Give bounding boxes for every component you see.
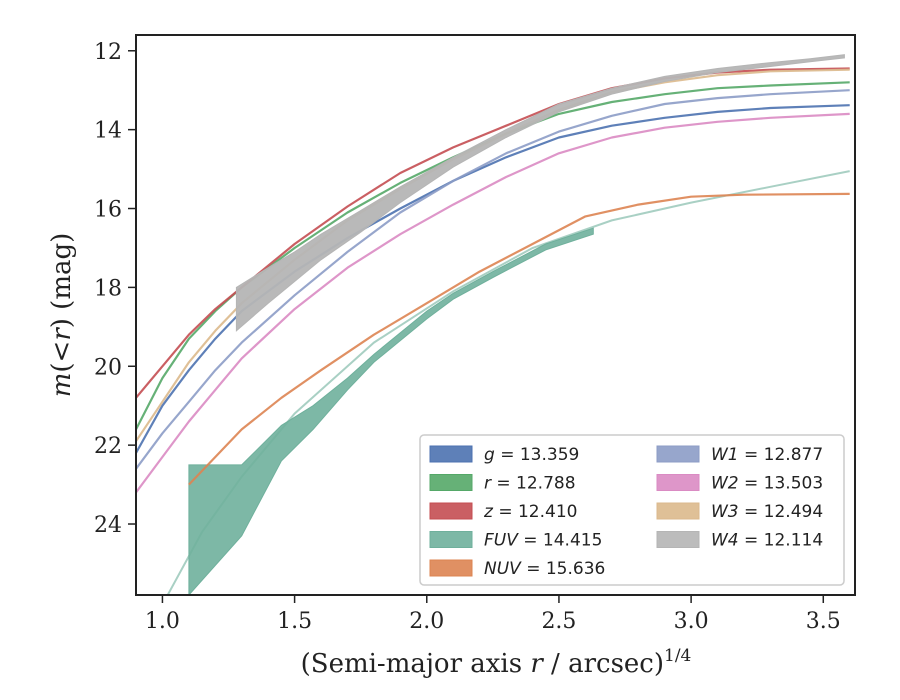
y-tick-label: 14	[94, 119, 122, 144]
legend-label-w1: W1 = 12.877	[711, 445, 823, 465]
x-tick-label: 2.5	[541, 609, 576, 634]
y-tick-label: 16	[94, 198, 122, 223]
series-w2-line	[136, 112, 850, 494]
legend-swatch-w3	[656, 502, 700, 520]
x-tick-label: 1.5	[277, 609, 312, 634]
legend-swatch-w1	[656, 445, 700, 463]
y-axis: 12 14 16 18 20 22 24	[94, 40, 136, 538]
legend-swatch-r	[429, 474, 473, 491]
y-tick-label: 20	[94, 355, 122, 380]
x-tick-label: 3.0	[674, 609, 709, 634]
y-tick-label: 24	[94, 513, 122, 538]
x-axis-title: (Semi-major axis r / arcsec)1/4	[301, 646, 692, 679]
x-tick-label: 2.0	[409, 609, 444, 634]
legend-swatch-z	[429, 502, 473, 520]
legend-swatch-fuv	[429, 531, 473, 548]
legend-label-nuv: NUV = 15.636	[484, 559, 605, 579]
legend: g = 13.359 r = 12.788 z = 12.410 FUV = 14.4…	[419, 434, 845, 586]
legend-label-g: g = 13.359	[484, 445, 579, 465]
series-z-line	[136, 67, 850, 399]
y-axis-title: m(<r) (mag)	[47, 233, 77, 398]
series-w4-band	[235, 54, 845, 332]
legend-label-z: z = 12.410	[483, 502, 577, 522]
legend-swatch-w4	[656, 531, 700, 548]
legend-swatch-g	[429, 445, 473, 463]
x-tick-label: 3.5	[806, 609, 841, 634]
legend-label-r: r = 12.788	[484, 474, 576, 494]
plot-frame	[135, 34, 856, 596]
y-tick-label: 22	[94, 434, 122, 459]
series-w1-line	[136, 89, 850, 470]
series-r-line	[136, 81, 850, 430]
series-fuv-band	[188, 227, 594, 595]
legend-frame	[419, 434, 845, 586]
x-axis: 1.0 1.5 2.0 2.5 3.0 3.5	[145, 595, 841, 634]
series-g-line	[136, 104, 850, 454]
legend-label-fuv: FUV = 14.415	[484, 531, 602, 551]
legend-label-w3: W3 = 12.494	[711, 502, 823, 522]
y-tick-label: 12	[94, 40, 122, 65]
legend-swatch-nuv	[429, 559, 473, 577]
x-tick-label: 1.0	[145, 609, 180, 634]
legend-label-w4: W4 = 12.114	[711, 531, 823, 551]
legend-label-w2: W2 = 13.503	[711, 474, 823, 494]
series-w3-line	[136, 68, 850, 442]
legend-swatch-w2	[656, 474, 700, 491]
y-tick-label: 18	[94, 276, 122, 301]
series-nuv-line	[188, 192, 850, 486]
series-layer	[136, 54, 850, 595]
